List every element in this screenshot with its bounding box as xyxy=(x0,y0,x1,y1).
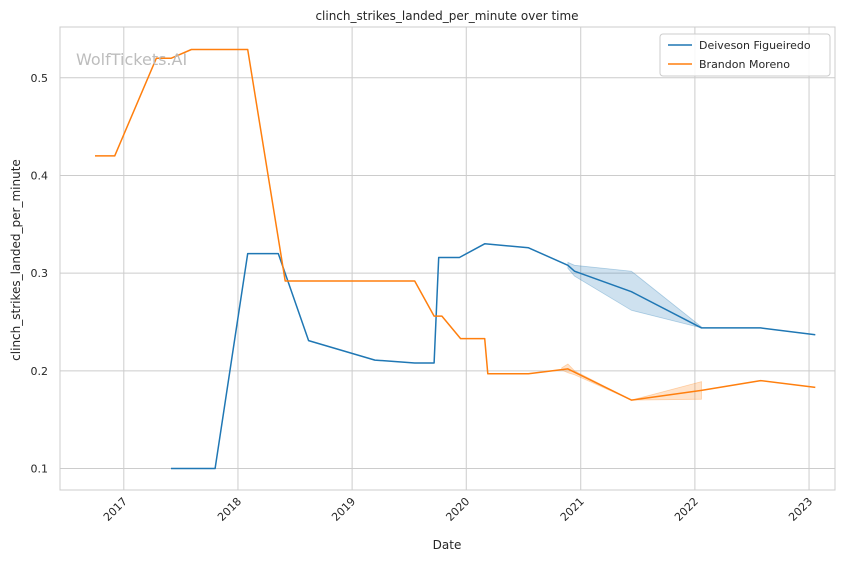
x-tick-label: 2022 xyxy=(672,495,701,524)
plot-frame xyxy=(59,26,836,491)
legend: Deiveson Figueiredo Brandon Moreno xyxy=(659,33,831,77)
grid-lines xyxy=(60,27,835,490)
x-tick-label: 2021 xyxy=(558,495,587,524)
watermark: WolfTickets.AI xyxy=(76,50,187,69)
x-tick-label: 2018 xyxy=(215,495,244,524)
chart-title: clinch_strikes_landed_per_minute over ti… xyxy=(315,9,578,23)
y-tick-label: 0.5 xyxy=(31,72,49,85)
legend-label: Deiveson Figueiredo xyxy=(699,39,811,52)
series-line xyxy=(171,243,816,470)
x-axis-label: Date xyxy=(433,538,462,552)
confidence-bands xyxy=(561,261,702,401)
y-tick-label: 0.1 xyxy=(31,463,49,476)
confidence-band xyxy=(561,363,702,401)
x-tick-label: 2023 xyxy=(786,495,815,524)
legend-label: Brandon Moreno xyxy=(699,58,790,71)
legend-box xyxy=(659,33,831,77)
y-tick-labels: 0.1 0.2 0.3 0.4 0.5 xyxy=(31,72,49,476)
x-tick-label: 2019 xyxy=(329,495,358,524)
y-axis-label: clinch_strikes_landed_per_minute xyxy=(9,159,23,361)
y-tick-label: 0.2 xyxy=(31,365,49,378)
x-tick-label: 2017 xyxy=(101,495,130,524)
x-tick-labels: 2017 2018 2019 2020 2021 2022 2023 xyxy=(101,495,815,524)
series-line xyxy=(95,48,816,401)
series-lines xyxy=(95,48,816,470)
y-tick-label: 0.4 xyxy=(31,169,49,182)
x-tick-label: 2020 xyxy=(443,495,472,524)
y-tick-label: 0.3 xyxy=(31,267,49,280)
